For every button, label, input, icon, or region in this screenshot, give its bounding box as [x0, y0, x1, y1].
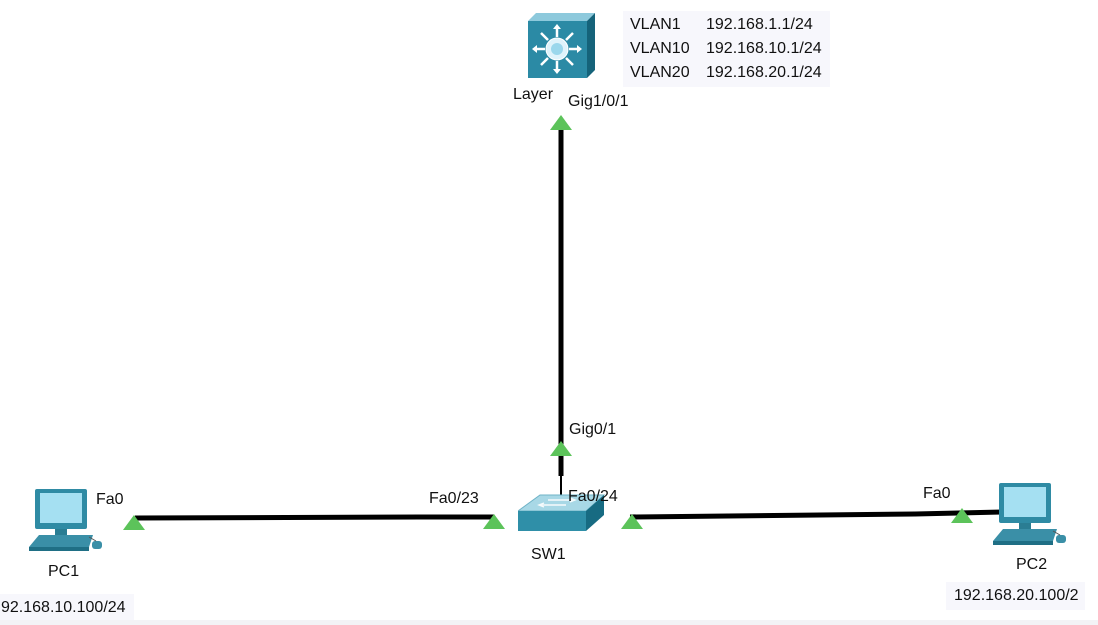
pc2-device-label: PC2	[1016, 556, 1048, 573]
vlan-ip: 192.168.20.1/24	[706, 64, 822, 81]
vlan-ip: 192.168.1.1/24	[706, 16, 813, 33]
sw1-uplink-port-label: Gig0/1	[569, 421, 617, 438]
link-up-triangle-icon	[483, 514, 505, 529]
link-up-triangle-icon	[123, 515, 145, 530]
vlan-row: VLAN20 192.168.20.1/24	[630, 61, 822, 85]
link-up-triangle-icon	[951, 508, 973, 523]
vlan-ip: 192.168.10.1/24	[706, 40, 822, 57]
link-sw1-pc2[interactable]	[629, 509, 1003, 520]
link-up-triangle-icon	[550, 441, 572, 456]
sw1-device-label: SW1	[531, 546, 566, 563]
desktop-pc-icon[interactable]	[29, 489, 105, 555]
vlan-name: VLAN1	[630, 16, 681, 33]
layer3-device-label: Layer	[513, 86, 554, 103]
link-up-triangle-icon	[550, 115, 572, 130]
layer3-port-label: Gig1/0/1	[568, 93, 629, 110]
vlan-name: VLAN20	[630, 64, 690, 81]
pc2-ip-note: 192.168.20.100/2	[946, 582, 1085, 610]
workgroup-switch-icon[interactable]	[518, 493, 606, 533]
vlan-interface-note: VLAN1 192.168.1.1/24 VLAN10 192.168.10.1/2…	[623, 11, 830, 87]
link-pc1-sw1[interactable]	[134, 514, 494, 521]
pc2-port-label: Fa0	[923, 485, 951, 502]
workspace-bottom-edge	[0, 620, 1098, 625]
pc1-device-label: PC1	[48, 563, 80, 580]
pc1-ip-note: 92.168.10.100/24	[0, 594, 134, 622]
sw1-right-port-label: Fa0/24	[568, 488, 618, 505]
link-up-triangle-icon	[621, 514, 643, 529]
desktop-pc-icon[interactable]	[993, 483, 1069, 549]
vlan-row: VLAN10 192.168.10.1/24	[630, 37, 822, 61]
vlan-row: VLAN1 192.168.1.1/24	[630, 13, 822, 37]
pc1-port-label: Fa0	[96, 491, 124, 508]
vlan-name: VLAN10	[630, 40, 690, 57]
sw1-left-port-label: Fa0/23	[429, 490, 479, 507]
multilayer-switch-icon[interactable]	[528, 12, 596, 78]
